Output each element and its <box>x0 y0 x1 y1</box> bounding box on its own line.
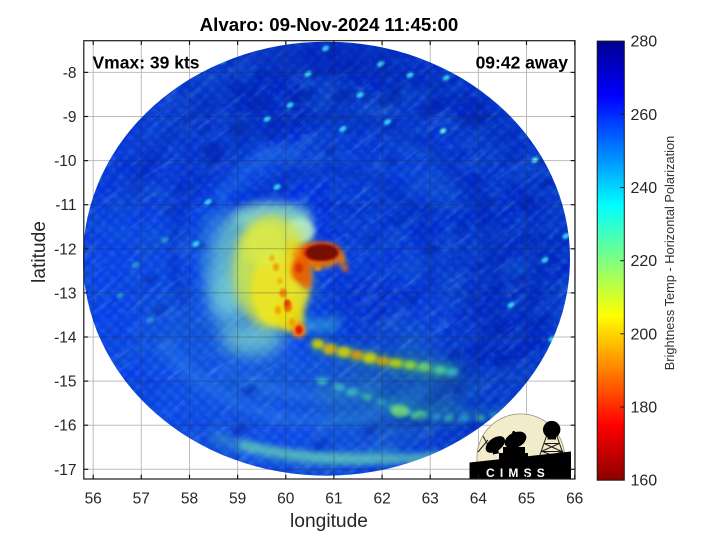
svg-text:63: 63 <box>422 491 439 508</box>
svg-text:-14: -14 <box>54 330 77 347</box>
svg-text:09:42 away: 09:42 away <box>476 53 569 73</box>
svg-text:latitude: latitude <box>29 221 50 283</box>
svg-text:66: 66 <box>566 491 583 508</box>
svg-text:56: 56 <box>85 491 102 508</box>
svg-text:-10: -10 <box>54 153 77 170</box>
svg-text:200: 200 <box>631 326 658 343</box>
svg-text:Vmax: 39 kts: Vmax: 39 kts <box>93 53 200 73</box>
svg-text:60: 60 <box>277 491 295 508</box>
svg-text:-12: -12 <box>54 241 76 258</box>
svg-text:59: 59 <box>229 491 246 508</box>
svg-text:65: 65 <box>518 491 535 508</box>
svg-text:-17: -17 <box>54 462 76 479</box>
svg-text:61: 61 <box>325 491 342 508</box>
svg-text:220: 220 <box>631 253 658 270</box>
svg-text:160: 160 <box>631 473 658 490</box>
svg-text:CIMSS: CIMSS <box>486 466 550 480</box>
svg-text:-9: -9 <box>63 109 77 126</box>
svg-text:62: 62 <box>373 491 390 508</box>
svg-text:57: 57 <box>133 491 150 508</box>
svg-text:58: 58 <box>181 491 198 508</box>
svg-text:280: 280 <box>631 34 658 51</box>
svg-text:-16: -16 <box>54 418 76 435</box>
svg-text:Brightness Temp - Horizontal P: Brightness Temp - Horizontal Polarizatio… <box>662 136 677 370</box>
svg-text:-8: -8 <box>63 65 77 82</box>
svg-text:-15: -15 <box>54 374 76 391</box>
svg-text:-11: -11 <box>55 197 76 214</box>
svg-text:260: 260 <box>631 107 658 124</box>
svg-text:64: 64 <box>470 491 488 508</box>
svg-text:Alvaro: 09-Nov-2024 11:45:00: Alvaro: 09-Nov-2024 11:45:00 <box>200 14 459 35</box>
svg-text:longitude: longitude <box>290 511 368 532</box>
svg-text:-13: -13 <box>54 285 76 302</box>
svg-text:240: 240 <box>631 180 658 197</box>
svg-text:180: 180 <box>631 400 658 417</box>
